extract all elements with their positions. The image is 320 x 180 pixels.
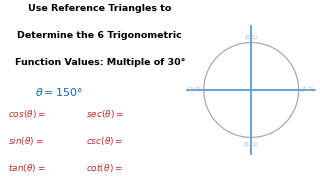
Text: Determine the 6 Trigonometric: Determine the 6 Trigonometric — [18, 31, 182, 40]
Text: $cot(\theta) =$: $cot(\theta) =$ — [86, 162, 123, 174]
Text: (0,1): (0,1) — [245, 35, 258, 40]
Text: (-1,0): (-1,0) — [186, 87, 201, 93]
Text: (1,0): (1,0) — [301, 87, 314, 93]
Text: $sec(\theta) =$: $sec(\theta) =$ — [86, 108, 124, 120]
Text: $cos(\theta) =$: $cos(\theta) =$ — [8, 108, 46, 120]
Text: Use Reference Triangles to: Use Reference Triangles to — [28, 4, 172, 13]
Text: $sin(\theta) =$: $sin(\theta) =$ — [8, 135, 44, 147]
Text: $tan(\theta) =$: $tan(\theta) =$ — [8, 162, 45, 174]
Text: (0,-1): (0,-1) — [244, 142, 259, 147]
Text: $\theta = 150°$: $\theta = 150°$ — [35, 86, 83, 98]
Text: Function Values: Multiple of 30°: Function Values: Multiple of 30° — [15, 58, 185, 67]
Text: $csc(\theta) =$: $csc(\theta) =$ — [86, 135, 124, 147]
